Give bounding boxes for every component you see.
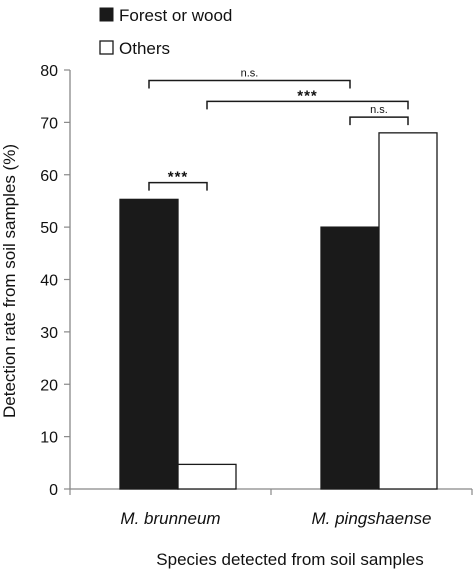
bar-forest-or-wood [320,226,380,490]
bar-others [177,463,237,490]
y-tick-label: 60 [40,168,58,185]
y-tick-label: 80 [40,63,58,80]
axes: 0 10 20 30 40 50 60 70 80 M. brunneum M. pingshaen… [40,63,473,528]
y-tick-label: 30 [40,325,58,342]
y-tick-label: 20 [40,377,58,394]
bar-forest-or-wood [119,198,179,490]
y-tick-label: 10 [40,430,58,447]
significance-label: *** [297,87,318,104]
significance-bracket [349,116,409,126]
significance-bracket [148,79,351,89]
significance-label: n.s. [370,104,388,116]
significance-bracket [148,181,208,191]
x-axis-title: Species detected from soil samples [156,550,423,569]
significance-label: n.s. [241,67,259,79]
bars [119,132,438,490]
legend-swatch-forest-or-wood [99,7,114,22]
significance-annotations: n.s. *** n.s. *** [148,67,409,191]
significance-label: *** [168,169,189,186]
legend-label-others: Others [119,39,170,58]
x-category-label: M. pingshaense [311,509,431,528]
y-tick-label: 40 [40,273,58,290]
y-tick-label: 70 [40,115,58,132]
legend-swatch-others [99,40,114,55]
y-axis-title: Detection rate from soil samples (%) [0,144,19,418]
y-tick-label: 50 [40,220,58,237]
legend-label-forest-or-wood: Forest or wood [119,6,232,25]
legend: Forest or wood Others [99,6,232,58]
bar-others [378,132,438,490]
y-tick-label: 0 [49,482,58,499]
x-category-label: M. brunneum [120,509,220,528]
significance-bracket [206,100,409,110]
